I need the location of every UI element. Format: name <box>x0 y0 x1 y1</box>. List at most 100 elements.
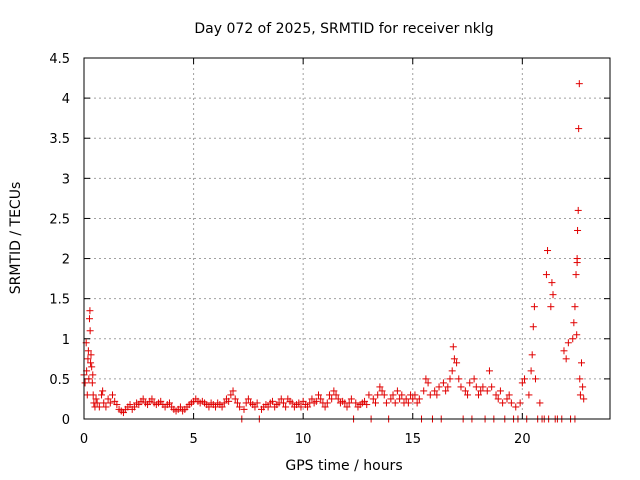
data-point <box>393 387 401 395</box>
data-point <box>312 397 320 405</box>
data-point <box>87 359 95 367</box>
data-point <box>528 351 536 359</box>
data-point <box>439 379 447 387</box>
data-point <box>431 387 439 395</box>
data-point <box>466 379 474 387</box>
data-point <box>295 399 303 407</box>
data-point <box>527 367 535 375</box>
data-point <box>205 403 213 411</box>
data-point <box>488 383 496 391</box>
data-point <box>236 403 244 411</box>
data-point <box>470 375 478 383</box>
grid <box>84 58 610 419</box>
data-point <box>573 331 581 339</box>
data-point <box>240 405 248 413</box>
data-point <box>382 399 390 407</box>
data-point <box>505 391 513 399</box>
data-point <box>308 395 316 403</box>
data-point <box>453 359 461 367</box>
y-tick-label: 3 <box>62 172 70 187</box>
y-tick-label: 2.5 <box>49 212 70 227</box>
data-point <box>86 327 94 335</box>
data-point <box>544 247 552 255</box>
y-tick-label: 1.5 <box>49 293 70 308</box>
data-point <box>435 383 443 391</box>
data-point <box>380 391 388 399</box>
data-point <box>165 399 173 407</box>
data-point <box>106 399 114 407</box>
data-point <box>251 403 259 411</box>
data-point <box>83 391 91 399</box>
data-point <box>525 391 533 399</box>
data-point <box>288 399 296 407</box>
data-point <box>391 399 399 407</box>
data-points <box>80 80 588 423</box>
data-point <box>86 307 94 315</box>
data-point <box>84 355 92 363</box>
x-tick-label: 20 <box>514 432 531 447</box>
data-point <box>315 391 323 399</box>
data-point <box>579 383 587 391</box>
data-point <box>409 395 417 403</box>
data-point <box>277 395 285 403</box>
data-point <box>139 395 147 403</box>
data-point <box>479 383 487 391</box>
data-point <box>496 387 504 395</box>
data-point <box>225 397 233 405</box>
data-point <box>424 379 432 387</box>
data-point <box>560 347 568 355</box>
data-point <box>512 403 520 411</box>
data-point <box>85 315 93 323</box>
data-point <box>475 391 482 399</box>
y-tick-label: 3.5 <box>49 132 70 147</box>
data-point <box>229 387 237 395</box>
data-point <box>573 259 581 267</box>
data-point <box>352 399 360 407</box>
data-point <box>85 375 93 383</box>
data-point <box>389 391 397 399</box>
data-point <box>89 391 97 399</box>
x-axis-label: GPS time / hours <box>285 458 402 474</box>
data-point <box>472 383 480 391</box>
data-point <box>572 271 580 279</box>
data-point <box>84 347 92 355</box>
data-point <box>334 395 342 403</box>
data-point <box>531 375 539 383</box>
data-point <box>113 401 121 409</box>
data-point <box>576 375 584 383</box>
data-point <box>304 403 312 411</box>
data-point <box>374 391 382 399</box>
data-point <box>130 403 138 411</box>
data-point <box>323 399 331 407</box>
data-point <box>98 391 106 399</box>
data-point <box>542 271 550 279</box>
data-point <box>426 391 434 399</box>
data-point <box>176 403 184 411</box>
data-point <box>516 399 524 407</box>
data-point <box>507 399 515 407</box>
x-tick-label: 5 <box>189 432 197 447</box>
data-point <box>347 395 355 403</box>
data-point <box>282 403 290 411</box>
data-point <box>575 80 583 88</box>
data-point <box>325 391 333 399</box>
data-point <box>503 395 511 403</box>
data-point <box>231 395 239 403</box>
data-point <box>492 391 500 399</box>
data-point <box>99 387 107 395</box>
data-point <box>328 395 336 403</box>
data-point <box>330 387 338 395</box>
data-point <box>494 395 502 403</box>
data-point <box>378 387 386 395</box>
data-point <box>212 403 219 411</box>
data-point <box>279 399 287 407</box>
data-point <box>402 395 410 403</box>
data-point <box>530 303 538 311</box>
data-point <box>411 391 419 399</box>
data-point <box>396 395 404 403</box>
y-tick-label: 4.5 <box>49 52 70 67</box>
data-point <box>95 403 103 411</box>
data-point <box>317 395 325 403</box>
data-point <box>321 403 329 411</box>
data-point <box>268 397 276 405</box>
